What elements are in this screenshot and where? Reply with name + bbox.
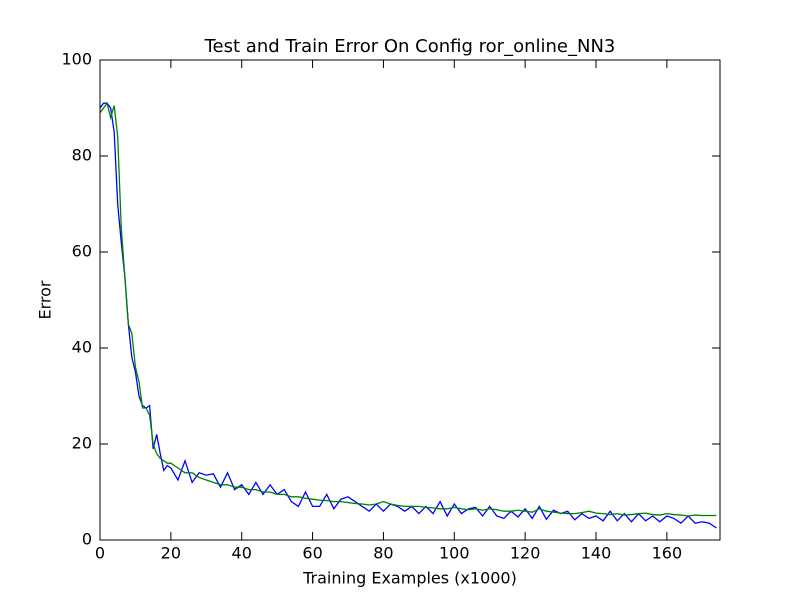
plot-frame bbox=[99, 59, 721, 541]
x-tick-label: 80 bbox=[373, 544, 393, 563]
y-tick-label: 20 bbox=[72, 434, 92, 453]
x-tick-label: 20 bbox=[161, 544, 181, 563]
y-tick-label: 100 bbox=[61, 50, 92, 69]
x-tick-label: 40 bbox=[232, 544, 252, 563]
x-tick-label: 60 bbox=[302, 544, 322, 563]
y-axis-label: Error bbox=[36, 280, 55, 319]
data-line bbox=[99, 102, 717, 529]
x-tick-label: 160 bbox=[652, 544, 683, 563]
x-tick-label: 140 bbox=[581, 544, 612, 563]
y-tick-label: 60 bbox=[72, 242, 92, 261]
y-tick-label: 0 bbox=[82, 530, 92, 549]
chart-title: Test and Train Error On Config ror_onlin… bbox=[204, 36, 616, 57]
x-tick-label: 0 bbox=[95, 544, 105, 563]
y-tick-label: 80 bbox=[72, 146, 92, 165]
y-tick-label: 40 bbox=[72, 338, 92, 357]
x-tick-label: 120 bbox=[510, 544, 541, 563]
x-axis-label: Training Examples (x1000) bbox=[302, 569, 517, 588]
x-tick-label: 100 bbox=[439, 544, 470, 563]
data-line bbox=[99, 101, 717, 517]
